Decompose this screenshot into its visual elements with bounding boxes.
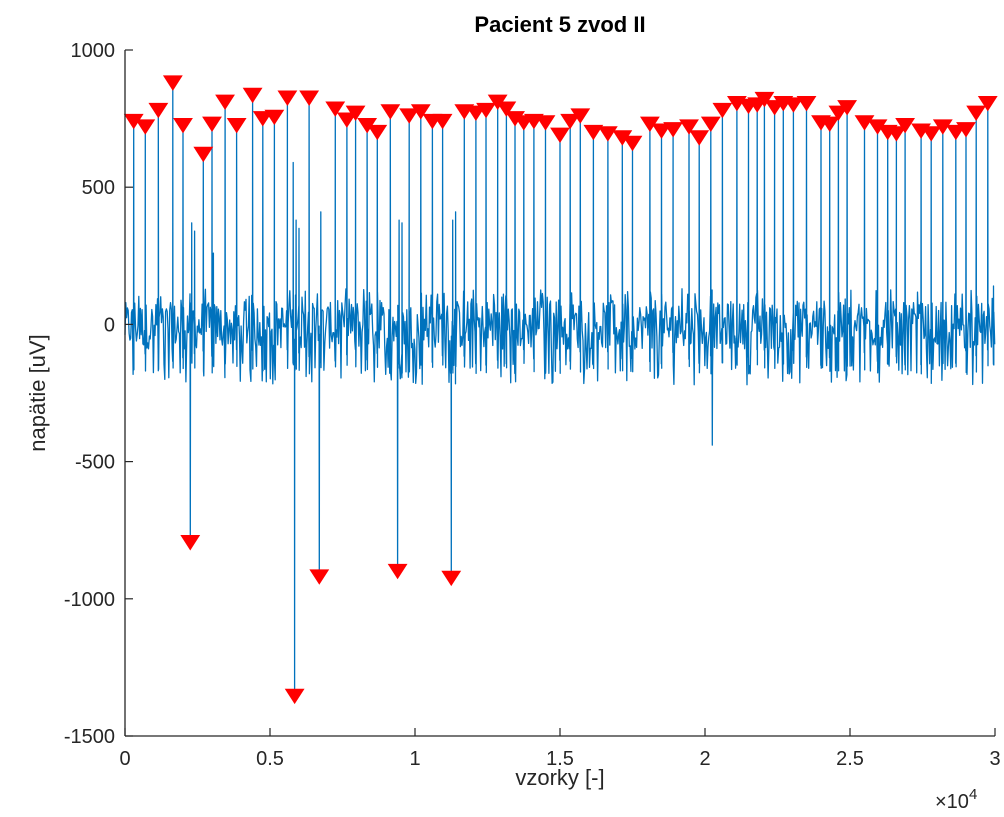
peak-marker [689,130,710,146]
peak-marker [854,115,875,131]
peak-marker [921,126,942,142]
peak-marker [886,126,907,142]
peak-marker [242,87,263,104]
peak-marker [819,116,840,133]
peak-marker [309,569,330,585]
peak-marker [284,688,305,705]
peak-marker [783,97,804,113]
x-tick-label: 1 [409,748,420,770]
peak-marker [148,102,169,119]
y-tick-label: 0 [104,314,115,336]
peak-marker [583,124,604,141]
y-ticks: 1000 500 0 -500 -1000 -1500 [64,40,133,748]
peak-marker [597,126,618,142]
x-tick-label: 0 [119,748,130,770]
peak-marker [193,146,214,163]
peak-marker [679,119,699,135]
peak-marker [173,117,193,134]
peak-marker [550,127,570,143]
y-axis-label: napätie [uV] [25,334,50,451]
peak-marker [837,100,858,116]
x-axis-label: vzorky [-] [515,765,604,790]
peak-marker [651,123,672,139]
x-tick-label: 1.5 [546,748,574,770]
peak-marker [535,115,556,131]
peak-marker [441,570,462,587]
peak-marker [496,101,517,117]
peak-marker [387,563,408,580]
peak-marker [570,108,591,124]
chart-title: Pacient 5 zvod II [474,12,645,37]
ecg-line [124,82,996,697]
peak-marker [277,90,298,106]
peak-marker [345,105,366,122]
peak-marker [895,117,916,134]
peak-marker [945,124,966,141]
peak-marker [476,102,496,119]
peak-marker [367,124,388,141]
peak-marker [336,112,357,128]
peak-marker [700,116,721,133]
x-exponent-label: ×104 [935,786,977,813]
peak-marker [663,122,684,138]
peak-marker [299,90,320,106]
x-exponent-base: ×10 [935,791,969,813]
x-ticks: 0 0.5 1 1.5 2 2.5 3 [119,728,1001,770]
y-tick-label: -1500 [64,726,115,748]
peak-markers [123,75,998,705]
peak-marker [135,119,156,135]
y-tick-label: 500 [82,177,115,199]
peak-marker [622,135,643,152]
peak-marker [712,102,733,119]
peak-marker [264,109,285,126]
peak-marker [754,91,775,108]
x-tick-label: 2.5 [836,748,864,770]
peak-marker [399,108,420,124]
x-tick-label: 2 [699,748,710,770]
y-tick-label: -1000 [64,589,115,611]
y-tick-label: -500 [75,452,115,474]
peak-marker [252,111,273,127]
peak-marker [465,105,486,122]
peak-marker [215,94,235,111]
peak-marker [966,105,987,122]
peak-marker [180,535,201,551]
peak-marker [432,113,453,130]
x-tick-label: 0.5 [256,748,284,770]
peak-marker [410,104,431,120]
peak-marker [796,96,817,112]
peak-marker [560,113,581,130]
ecg-signal [124,82,996,697]
y-tick-label: 1000 [71,40,116,62]
x-tick-label: 3 [989,748,1000,770]
peak-marker [162,75,183,91]
peak-marker [956,122,976,138]
peak-marker [380,104,401,120]
peak-marker [977,96,998,112]
peak-marker [325,101,346,117]
peak-marker [226,117,247,134]
x-exponent-power: 4 [969,786,977,803]
peak-marker [202,116,222,133]
peak-marker [828,105,849,122]
